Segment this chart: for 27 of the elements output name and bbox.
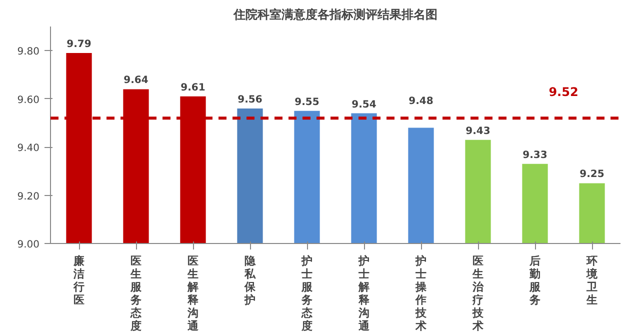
data-label: 9.54 [352, 99, 376, 110]
x-tick-label: 医生治疗技术 [472, 254, 484, 332]
y-tick-label: 9.40 [17, 143, 40, 154]
data-label: 9.33 [522, 150, 548, 161]
y-tick-label: 9.60 [17, 94, 40, 106]
chart-title: 住院科室满意度各指标测评结果排名图 [232, 8, 438, 22]
x-tick-label: 廉洁行医 [72, 254, 84, 306]
y-tick-label: 9.00 [17, 240, 40, 250]
y-tick-label: 9.80 [17, 46, 40, 58]
x-tick-label: 隐私保护 [244, 254, 256, 306]
data-label: 9.55 [294, 96, 320, 108]
data-label: 9.61 [180, 82, 206, 94]
x-tick-label: 后勤服务 [528, 254, 542, 306]
x-tick-label: 护士服务态度 [300, 254, 314, 332]
x-tick-label: 环境卫生 [586, 254, 598, 306]
data-label: 9.79 [66, 39, 92, 50]
x-tick-label: 护士解释沟通 [358, 254, 370, 332]
data-label: 9.25 [580, 169, 604, 180]
data-label: 9.64 [124, 75, 148, 86]
x-tick-label: 医生解释沟通 [186, 254, 200, 332]
ref-line-label: 9.52 [548, 85, 578, 100]
data-label: 9.56 [238, 94, 262, 106]
data-label: 9.43 [466, 126, 490, 137]
y-tick-label: 9.20 [17, 191, 40, 202]
data-label: 9.48 [408, 96, 434, 107]
x-tick-label: 医生服务态度 [130, 254, 142, 332]
x-tick-label: 护士操作技术 [414, 254, 428, 332]
